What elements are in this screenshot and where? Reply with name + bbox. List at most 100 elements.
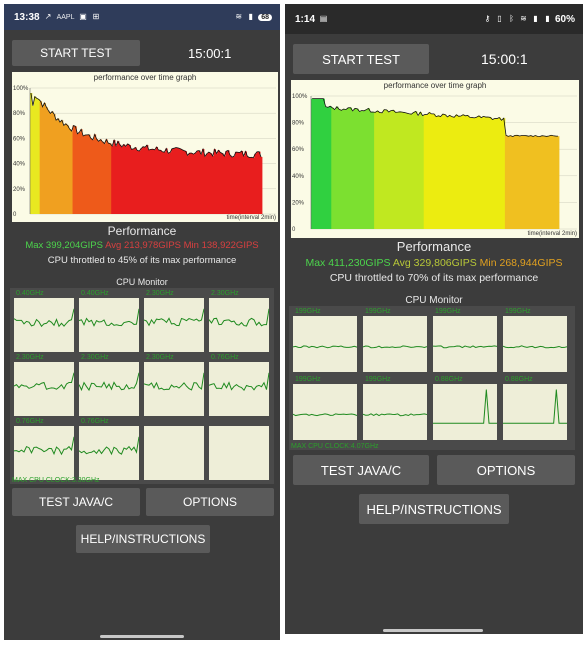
performance-bar bbox=[41, 106, 44, 214]
performance-bar bbox=[453, 117, 456, 229]
performance-bar bbox=[362, 110, 366, 229]
performance-bar bbox=[331, 107, 334, 229]
performance-bar bbox=[84, 135, 87, 214]
performance-bar bbox=[82, 135, 85, 214]
performance-bar bbox=[367, 108, 371, 229]
performance-bar bbox=[556, 136, 560, 229]
performance-bar bbox=[527, 136, 531, 229]
cpu-core-graph bbox=[208, 362, 270, 416]
performance-bar bbox=[347, 107, 350, 229]
performance-bar bbox=[55, 120, 58, 214]
performance-bar bbox=[311, 98, 314, 229]
y-tick-label: 80% bbox=[292, 121, 305, 127]
y-tick-label: 20% bbox=[292, 200, 305, 206]
performance-bar bbox=[502, 118, 506, 229]
performance-bar bbox=[149, 149, 153, 214]
performance-bar bbox=[516, 135, 519, 229]
cpu-core-graph bbox=[78, 426, 140, 480]
performance-bar bbox=[184, 151, 187, 214]
performance-bar bbox=[134, 147, 137, 214]
wifi-icon: ≋ bbox=[235, 12, 243, 21]
test-java-button[interactable]: TEST JAVA/C bbox=[293, 455, 429, 485]
performance-bar bbox=[258, 151, 261, 214]
performance-bar bbox=[124, 146, 128, 214]
performance-bar bbox=[401, 112, 404, 229]
cpu-monitor-title: CPU Monitor bbox=[405, 295, 463, 306]
start-test-button[interactable]: START TEST bbox=[293, 44, 429, 74]
performance-bar bbox=[410, 114, 413, 229]
performance-bar bbox=[126, 143, 129, 214]
cpu-core-frequency: 0.76GHz bbox=[211, 354, 239, 361]
performance-bar bbox=[144, 147, 147, 214]
cpu-core-line bbox=[143, 308, 205, 327]
start-test-button[interactable]: START TEST bbox=[12, 40, 140, 66]
performance-bar bbox=[500, 120, 504, 229]
performance-bar bbox=[444, 114, 447, 229]
performance-bar bbox=[543, 136, 546, 229]
performance-bar bbox=[495, 118, 499, 229]
options-button[interactable]: OPTIONS bbox=[437, 455, 575, 485]
cpu-core-graph bbox=[13, 298, 75, 352]
performance-bar bbox=[439, 116, 443, 229]
performance-bar bbox=[194, 152, 197, 214]
performance-bar bbox=[80, 129, 83, 214]
performance-bar bbox=[86, 134, 89, 214]
performance-bar bbox=[45, 107, 48, 214]
performance-bar bbox=[254, 153, 257, 214]
performance-bar bbox=[475, 117, 479, 229]
performance-bar bbox=[117, 141, 120, 214]
performance-bar bbox=[155, 146, 158, 214]
performance-bar bbox=[47, 110, 50, 214]
performance-bar bbox=[204, 156, 207, 214]
help-instructions-button[interactable]: HELP/INSTRUCTIONS bbox=[359, 494, 509, 524]
performance-bar bbox=[342, 109, 346, 229]
home-indicator[interactable] bbox=[383, 629, 483, 632]
performance-bar bbox=[333, 109, 337, 229]
performance-bar bbox=[136, 150, 139, 214]
battery-percent: 60% bbox=[554, 13, 575, 25]
performance-bar bbox=[428, 112, 431, 229]
performance-bar bbox=[416, 115, 420, 229]
performance-stats: Max 399,204GIPS Avg 213,978GIPS Min 138,… bbox=[4, 240, 280, 251]
performance-bar bbox=[217, 150, 220, 214]
performance-bar bbox=[536, 136, 540, 229]
cpu-core-frequency: 2.30GHz bbox=[146, 354, 174, 361]
performance-bar bbox=[233, 156, 236, 214]
performance-bar bbox=[525, 135, 528, 229]
performance-bar bbox=[147, 150, 151, 214]
performance-bar bbox=[383, 109, 386, 229]
performance-bar bbox=[236, 152, 240, 214]
performance-bar bbox=[178, 148, 182, 214]
performance-bar bbox=[371, 111, 375, 229]
cpu-core-line bbox=[78, 308, 140, 327]
performance-bar bbox=[132, 148, 135, 214]
cpu-core-frequency: 199GHz bbox=[295, 308, 321, 315]
performance-bar bbox=[486, 117, 490, 229]
performance-bar bbox=[507, 136, 510, 229]
cpu-core-graph bbox=[78, 362, 140, 416]
performance-bar bbox=[491, 119, 495, 229]
performance-bar bbox=[338, 109, 341, 229]
battery-badge: 68 bbox=[258, 13, 272, 21]
performance-bar bbox=[120, 146, 124, 214]
performance-bar bbox=[53, 114, 56, 214]
timer-display: 15:00:1 bbox=[481, 51, 528, 67]
cpu-core-line bbox=[433, 389, 497, 424]
graph-title: performance over time graph bbox=[383, 81, 487, 90]
cpu-core-graph bbox=[432, 316, 498, 372]
performance-bar bbox=[234, 152, 238, 214]
cpu-core-line bbox=[208, 308, 270, 327]
test-java-button[interactable]: TEST JAVA/C bbox=[12, 488, 140, 516]
performance-bar bbox=[229, 155, 232, 214]
options-button[interactable]: OPTIONS bbox=[146, 488, 274, 516]
home-indicator[interactable] bbox=[100, 635, 184, 638]
performance-bar bbox=[423, 114, 427, 229]
cpu-core-graph bbox=[502, 316, 568, 372]
help-instructions-button[interactable]: HELP/INSTRUCTIONS bbox=[76, 525, 210, 553]
performance-bar bbox=[31, 105, 35, 214]
performance-bar bbox=[547, 136, 551, 229]
cpu-core-line bbox=[292, 345, 358, 349]
performance-bar bbox=[468, 117, 472, 229]
performance-bar bbox=[520, 135, 524, 229]
performance-bar bbox=[186, 155, 189, 214]
